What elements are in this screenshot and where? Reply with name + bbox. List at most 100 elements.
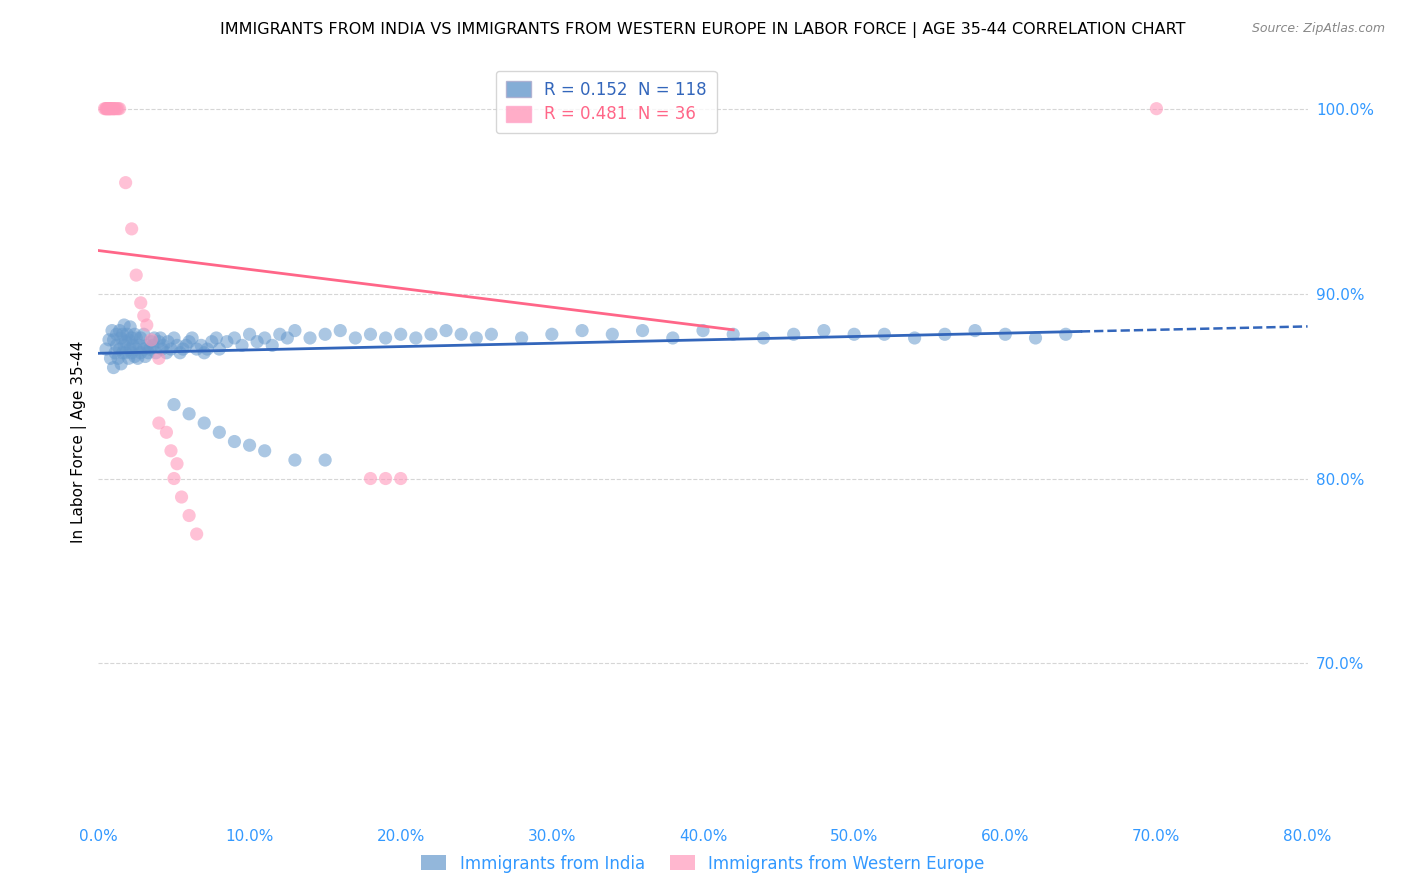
Point [129,345,152,359]
Point [107,102,129,116]
Point [571,324,593,338]
Point [110,331,132,345]
Point [121,345,143,359]
Point [284,453,307,467]
Point [190,338,212,352]
Point [103,102,125,116]
Point [132,342,155,356]
Point [374,471,396,485]
Point [155,345,177,359]
Point [145,345,167,359]
Point [128,338,150,352]
Point [420,327,443,342]
Point [127,351,149,366]
Point [149,331,172,345]
Point [110,357,132,371]
Point [723,327,745,342]
Point [1144,102,1167,116]
Point [540,327,562,342]
Point [101,102,124,116]
Point [450,327,472,342]
Point [160,443,183,458]
Point [186,342,208,356]
Point [465,331,488,345]
Point [692,324,714,338]
Point [118,333,141,347]
Point [269,327,291,342]
Point [389,471,412,485]
Point [108,324,131,338]
Point [100,102,122,116]
Point [121,331,143,345]
Point [299,331,322,345]
Point [239,438,262,452]
Point [105,338,128,352]
Point [224,434,246,449]
Point [284,324,307,338]
Point [139,342,162,356]
Point [125,342,148,356]
Point [104,102,127,116]
Point [1054,327,1077,342]
Point [631,324,654,338]
Point [120,342,142,356]
Point [152,338,174,352]
Point [121,222,143,236]
Point [314,327,336,342]
Point [510,331,533,345]
Point [374,331,396,345]
Point [1024,331,1046,345]
Point [120,319,142,334]
Point [389,327,412,342]
Point [179,508,201,523]
Point [124,350,146,364]
Point [179,407,201,421]
Point [434,324,457,338]
Point [114,345,136,359]
Point [661,331,683,345]
Point [111,345,134,359]
Point [101,324,124,338]
Point [193,345,215,359]
Point [103,102,125,116]
Point [112,318,135,332]
Point [96,102,118,116]
Point [94,102,117,116]
Point [108,342,131,356]
Point [100,102,122,116]
Point [163,398,186,412]
Point [170,490,193,504]
Point [205,331,228,345]
Point [195,342,218,356]
Point [314,453,336,467]
Point [186,527,208,541]
Text: IMMIGRANTS FROM INDIA VS IMMIGRANTS FROM WESTERN EUROPE IN LABOR FORCE | AGE 35-: IMMIGRANTS FROM INDIA VS IMMIGRANTS FROM… [221,22,1185,38]
Point [125,268,148,282]
Text: Source: ZipAtlas.com: Source: ZipAtlas.com [1251,22,1385,36]
Point [360,327,382,342]
Point [239,327,262,342]
Point [100,351,122,366]
Point [134,350,156,364]
Point [163,471,186,485]
Point [115,327,138,342]
Point [965,324,987,338]
Point [172,342,194,356]
Point [103,333,125,347]
Point [246,334,269,349]
Point [262,338,284,352]
Point [179,334,201,349]
Point [813,324,835,338]
Point [405,331,427,345]
Point [103,360,125,375]
Point [783,327,806,342]
Point [93,102,115,116]
Point [141,334,163,349]
Point [481,327,503,342]
Point [844,327,866,342]
Point [142,338,165,352]
Point [174,338,197,352]
Point [208,342,231,356]
Point [150,342,173,356]
Point [752,331,775,345]
